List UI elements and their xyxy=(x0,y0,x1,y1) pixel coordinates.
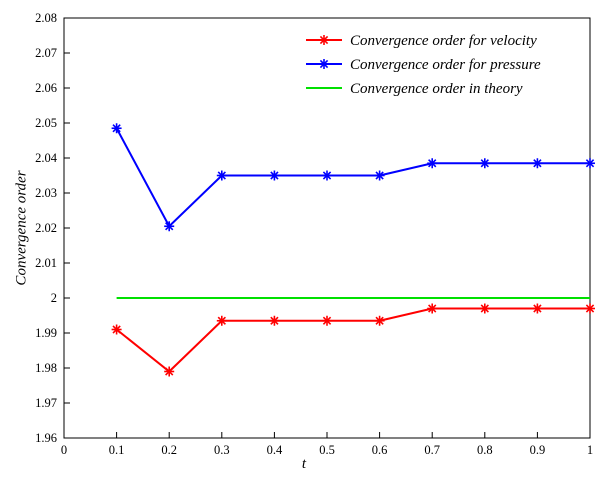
series-marker-0 xyxy=(164,366,175,377)
series-marker-0 xyxy=(374,315,385,326)
x-tick-label: 0.7 xyxy=(424,443,440,457)
y-tick-label: 2 xyxy=(51,291,57,305)
y-tick-label: 2.02 xyxy=(35,221,57,235)
series-marker-1 xyxy=(585,158,595,169)
series-line-1 xyxy=(115,127,590,228)
y-tick-label: 1.96 xyxy=(35,431,57,445)
y-tick-label: 2.06 xyxy=(35,81,57,95)
x-tick-label: 0.1 xyxy=(109,443,125,457)
y-tick-label: 2.03 xyxy=(35,186,57,200)
y-tick-label: 1.97 xyxy=(35,396,57,410)
x-tick-label: 0.9 xyxy=(530,443,546,457)
series-marker-1 xyxy=(269,170,280,181)
x-tick-label: 0.5 xyxy=(319,443,335,457)
series-marker-1 xyxy=(216,170,227,181)
series-marker-1 xyxy=(532,158,543,169)
x-tick-label: 1 xyxy=(587,443,593,457)
y-tick-label: 2.04 xyxy=(35,151,58,165)
y-tick-label: 2.01 xyxy=(35,256,57,270)
x-tick-label: 0.8 xyxy=(477,443,493,457)
y-tick-label: 1.99 xyxy=(35,326,57,340)
x-tick-label: 0.2 xyxy=(161,443,177,457)
y-tick-label: 2.05 xyxy=(35,116,57,130)
series-marker-1 xyxy=(164,221,175,232)
x-axis-label: t xyxy=(301,456,307,472)
series-marker-1 xyxy=(322,170,332,181)
series-marker-1 xyxy=(427,158,438,169)
series-marker-0 xyxy=(322,315,332,326)
x-tick-label: 0 xyxy=(61,443,67,457)
series-marker-0 xyxy=(585,303,595,314)
x-tick-label: 0.3 xyxy=(214,443,230,457)
legend-label-2: Convergence order in theory xyxy=(350,81,523,97)
x-tick-label: 0.6 xyxy=(372,443,388,457)
y-tick-label: 2.08 xyxy=(35,11,57,25)
series-marker-0 xyxy=(479,303,490,314)
series-marker-0 xyxy=(216,315,227,326)
series-marker-1 xyxy=(111,123,122,134)
legend-label-0: Convergence order for velocity xyxy=(350,33,537,49)
legend-sample-marker xyxy=(319,59,329,69)
series-marker-1 xyxy=(374,170,385,181)
series-line-0 xyxy=(115,307,590,373)
series-marker-0 xyxy=(532,303,543,314)
legend-label-1: Convergence order for pressure xyxy=(350,57,541,73)
series-marker-0 xyxy=(111,324,122,335)
series-marker-0 xyxy=(427,303,438,314)
series-marker-0 xyxy=(269,315,280,326)
y-tick-label: 2.07 xyxy=(35,46,57,60)
series-marker-1 xyxy=(479,158,490,169)
y-axis-label: Convergence order xyxy=(13,170,30,286)
legend-sample-marker xyxy=(319,35,329,45)
y-tick-label: 1.98 xyxy=(35,361,57,375)
x-tick-label: 0.4 xyxy=(267,443,283,457)
